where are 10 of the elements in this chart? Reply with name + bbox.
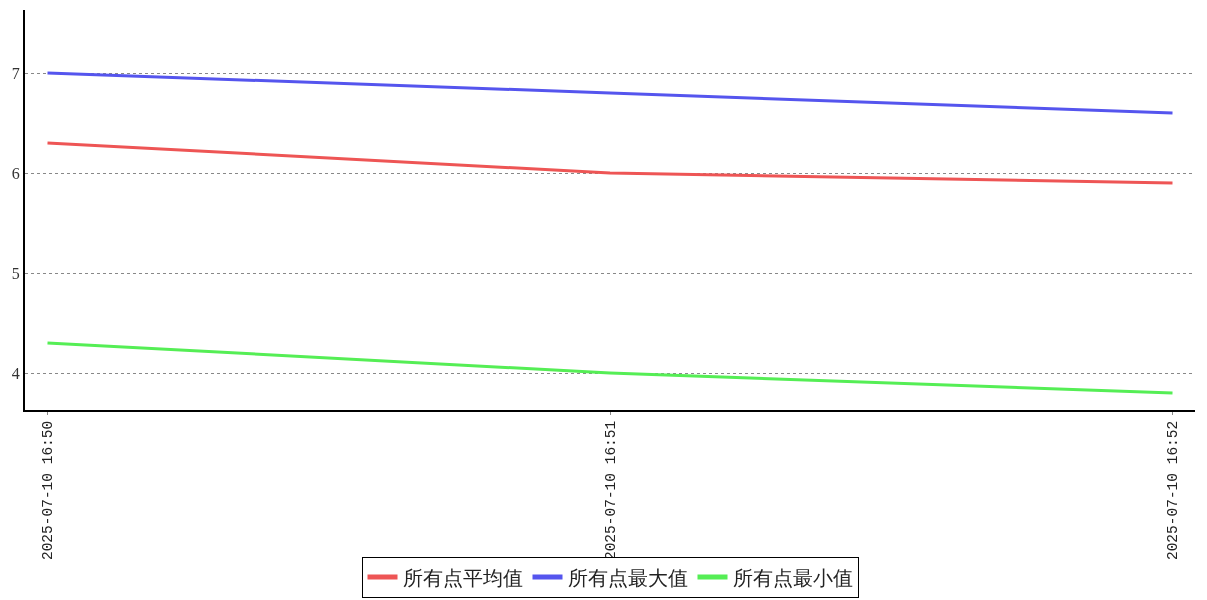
x-tick-label: 2025-07-10 16:52 bbox=[1165, 420, 1182, 561]
y-tick-label: 4 bbox=[11, 364, 20, 382]
legend-label: 所有点最小值 bbox=[732, 566, 853, 589]
y-tick-label: 5 bbox=[11, 264, 20, 282]
y-tick-label: 6 bbox=[11, 164, 20, 182]
x-tick-label: 2025-07-10 16:50 bbox=[40, 420, 57, 561]
x-tick-label: 2025-07-10 16:51 bbox=[602, 420, 619, 561]
y-tick-label: 7 bbox=[11, 64, 20, 82]
legend-label: 所有点最大值 bbox=[567, 566, 688, 589]
legend-label: 所有点平均值 bbox=[402, 566, 523, 589]
